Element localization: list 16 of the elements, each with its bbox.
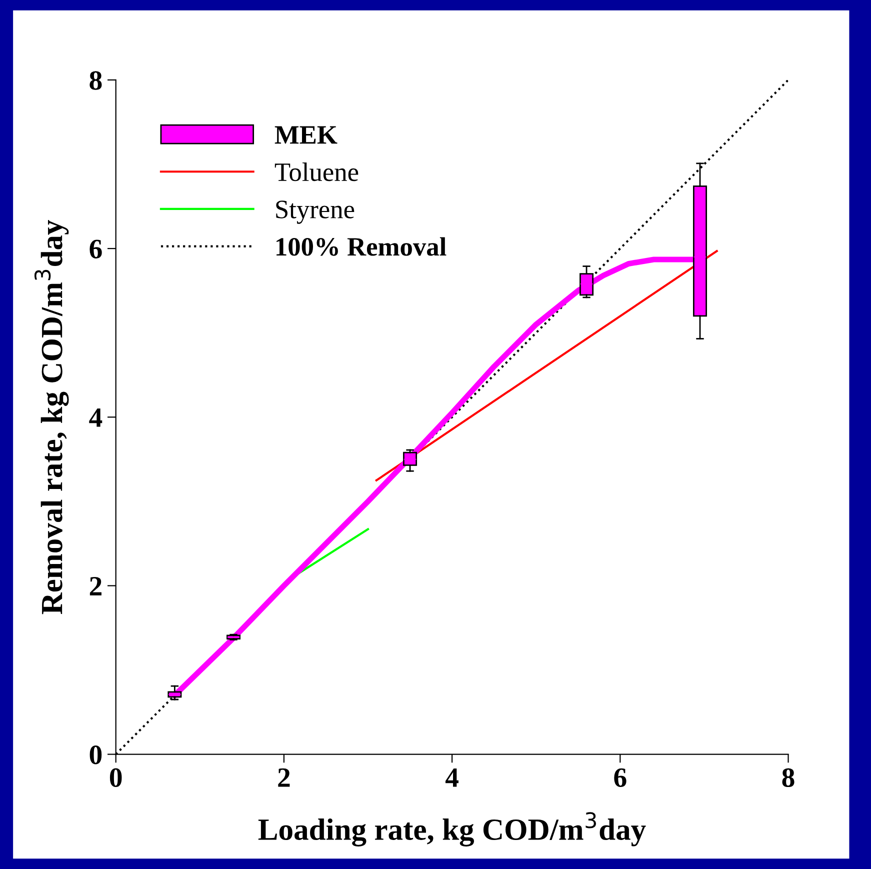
legend-label: 100% Removal	[276, 237, 446, 256]
x-tick-label: 8	[782, 768, 794, 788]
x-tick-label: 6	[614, 768, 626, 788]
y-axis-title: Removal rate, kg COD/m$^{3}$day	[34, 220, 69, 614]
legend-label: Styrene	[276, 200, 354, 224]
y-tick-label: 6	[90, 240, 102, 258]
y-tick-label: 2	[90, 576, 102, 596]
x-tick-label: 2	[278, 768, 290, 787]
x-tick-label: 0	[110, 768, 122, 788]
y-tick-label: 4	[89, 408, 102, 427]
y-tick-label: 8	[90, 71, 102, 90]
x-axis-title: Loading rate, kg COD/m$^{3}$day	[258, 812, 646, 846]
legend-label: Toluene	[274, 162, 358, 182]
legend-label: MEK	[274, 126, 338, 144]
y-tick-label: 0	[90, 745, 102, 764]
x-tick-label: 4	[445, 768, 458, 787]
